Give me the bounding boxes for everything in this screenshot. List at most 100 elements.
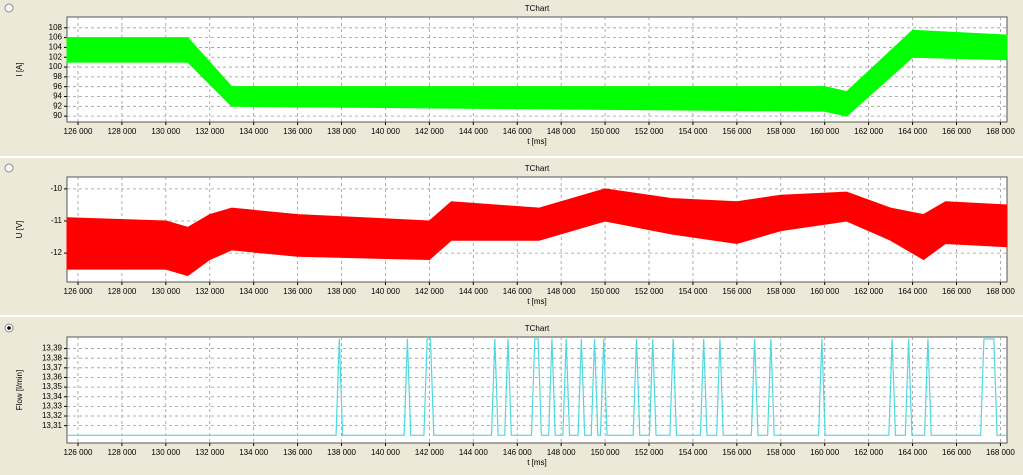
y-tick-label: 94 — [53, 92, 62, 101]
x-tick-label: 164 000 — [898, 448, 927, 457]
y-tick-label: 108 — [49, 23, 63, 32]
x-tick-label: 128 000 — [107, 127, 136, 136]
x-tick-label: 162 000 — [854, 287, 883, 296]
x-tick-label: 166 000 — [942, 287, 971, 296]
x-tick-label: 168 000 — [986, 448, 1015, 457]
x-tick-label: 140 000 — [371, 127, 400, 136]
x-tick-label: 162 000 — [854, 448, 883, 457]
y-tick-label: 13,37 — [42, 363, 63, 372]
x-tick-label: 164 000 — [898, 127, 927, 136]
x-axis-label: t [ms] — [527, 458, 547, 467]
x-tick-label: 168 000 — [986, 287, 1015, 296]
x-tick-label: 128 000 — [107, 448, 136, 457]
x-tick-label: 146 000 — [503, 127, 532, 136]
y-tick-label: 13,32 — [42, 411, 63, 420]
y-tick-label: -11 — [51, 216, 63, 225]
x-tick-label: 138 000 — [327, 287, 356, 296]
x-tick-label: 136 000 — [283, 127, 312, 136]
x-tick-label: 162 000 — [854, 127, 883, 136]
y-tick-label: -10 — [50, 184, 62, 193]
y-tick-label: 92 — [53, 101, 62, 110]
y-tick-label: -12 — [50, 248, 62, 257]
x-tick-label: 132 000 — [195, 448, 224, 457]
y-tick-label: 13,39 — [42, 344, 63, 353]
signal-line — [67, 338, 1007, 436]
x-tick-label: 132 000 — [195, 127, 224, 136]
x-tick-label: 148 000 — [547, 127, 576, 136]
x-tick-label: 144 000 — [459, 448, 488, 457]
y-tick-label: 90 — [53, 111, 62, 120]
y-axis-label: I [A] — [15, 62, 24, 76]
x-axis-label: t [ms] — [527, 297, 547, 306]
x-tick-label: 134 000 — [239, 287, 268, 296]
x-tick-label: 160 000 — [810, 127, 839, 136]
x-tick-label: 148 000 — [547, 448, 576, 457]
x-tick-label: 152 000 — [635, 448, 664, 457]
x-tick-label: 168 000 — [986, 127, 1015, 136]
signal-band — [66, 29, 1008, 117]
x-tick-label: 144 000 — [459, 287, 488, 296]
x-tick-label: 150 000 — [591, 127, 620, 136]
x-tick-label: 156 000 — [722, 127, 751, 136]
x-tick-label: 134 000 — [239, 127, 268, 136]
x-tick-label: 136 000 — [283, 448, 312, 457]
x-tick-label: 128 000 — [107, 287, 136, 296]
chart-title: TChart — [525, 324, 550, 333]
x-tick-label: 138 000 — [327, 448, 356, 457]
x-tick-label: 158 000 — [766, 448, 795, 457]
chart-title: TChart — [525, 164, 550, 173]
y-tick-label: 96 — [53, 82, 62, 91]
x-tick-label: 152 000 — [635, 127, 664, 136]
y-tick-label: 104 — [49, 43, 63, 52]
x-tick-label: 146 000 — [503, 448, 532, 457]
x-tick-label: 148 000 — [547, 287, 576, 296]
x-tick-label: 130 000 — [151, 127, 180, 136]
plot-area — [66, 336, 1008, 444]
x-tick-label: 158 000 — [766, 127, 795, 136]
x-tick-label: 142 000 — [415, 448, 444, 457]
x-tick-label: 126 000 — [64, 287, 93, 296]
x-tick-label: 160 000 — [810, 448, 839, 457]
x-axis-label: t [ms] — [527, 137, 547, 146]
y-tick-label: 13,34 — [42, 392, 63, 401]
y-tick-label: 102 — [49, 52, 63, 61]
x-tick-label: 160 000 — [810, 287, 839, 296]
y-tick-label: 13,33 — [42, 401, 63, 410]
y-axis-label: U [V] — [15, 221, 24, 239]
x-tick-label: 164 000 — [898, 287, 927, 296]
x-tick-label: 142 000 — [415, 287, 444, 296]
x-tick-label: 132 000 — [195, 287, 224, 296]
x-tick-label: 134 000 — [239, 448, 268, 457]
x-tick-label: 166 000 — [942, 127, 971, 136]
x-tick-label: 126 000 — [64, 127, 93, 136]
chart-title: TChart — [525, 4, 550, 13]
x-tick-label: 154 000 — [678, 287, 707, 296]
radio-dot — [7, 326, 11, 330]
x-tick-label: 152 000 — [635, 287, 664, 296]
x-tick-label: 156 000 — [722, 448, 751, 457]
x-tick-label: 144 000 — [459, 127, 488, 136]
x-tick-label: 142 000 — [415, 127, 444, 136]
y-tick-label: 100 — [49, 62, 63, 71]
x-tick-label: 154 000 — [678, 448, 707, 457]
x-tick-label: 166 000 — [942, 448, 971, 457]
x-tick-label: 156 000 — [722, 287, 751, 296]
x-tick-label: 126 000 — [64, 448, 93, 457]
y-tick-label: 106 — [49, 33, 63, 42]
y-tick-label: 98 — [53, 72, 62, 81]
x-tick-label: 154 000 — [678, 127, 707, 136]
x-tick-label: 150 000 — [591, 448, 620, 457]
y-tick-label: 13,36 — [42, 373, 63, 382]
x-tick-label: 150 000 — [591, 287, 620, 296]
x-tick-label: 136 000 — [283, 287, 312, 296]
radio-button[interactable] — [4, 3, 14, 13]
y-tick-label: 13,38 — [42, 353, 63, 362]
y-tick-label: 13,31 — [42, 421, 63, 430]
x-tick-label: 130 000 — [151, 287, 180, 296]
x-tick-label: 158 000 — [766, 287, 795, 296]
x-tick-label: 146 000 — [503, 287, 532, 296]
y-axis-label: Flow [l/min] — [15, 370, 24, 410]
x-tick-label: 130 000 — [151, 448, 180, 457]
signal-band — [66, 188, 1008, 277]
radio-button[interactable] — [4, 163, 14, 173]
